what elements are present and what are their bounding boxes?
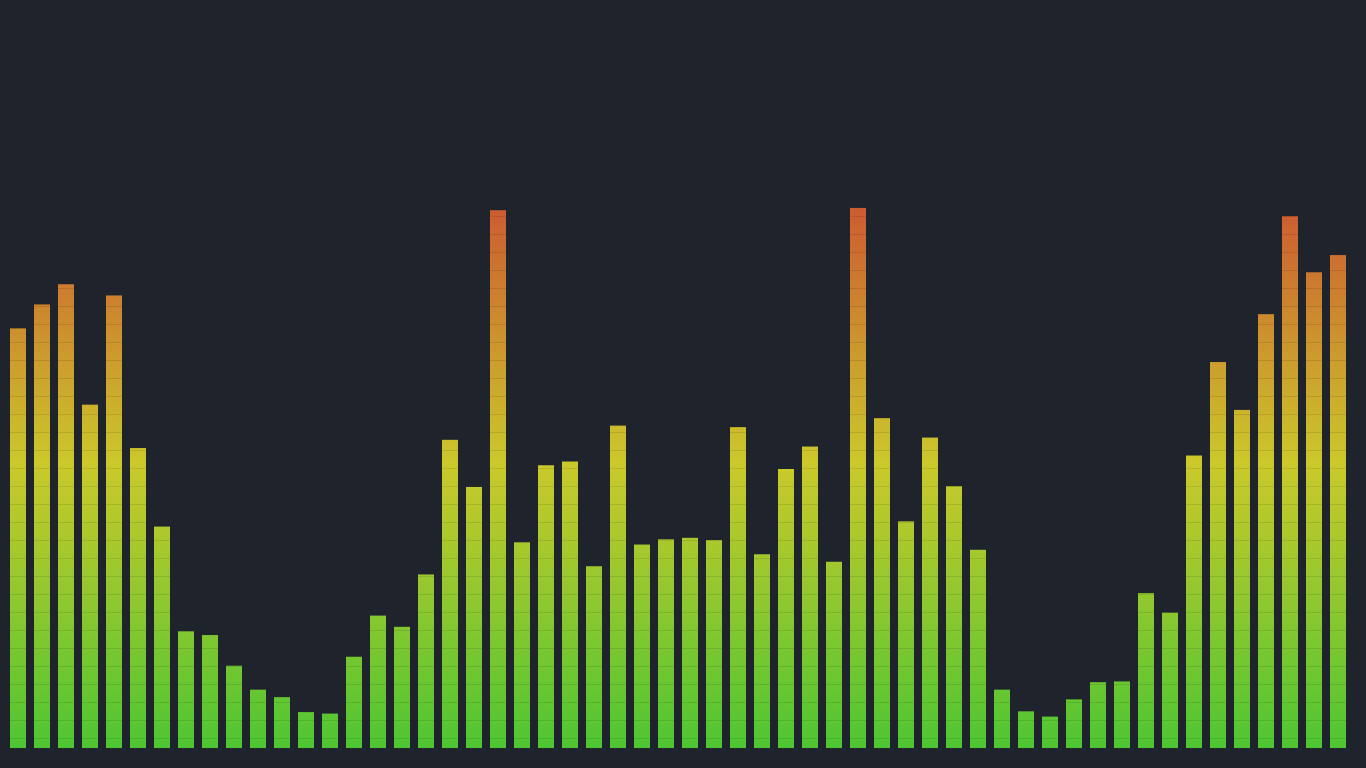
- spectrum-bar-segments-4: [82, 404, 98, 748]
- spectrum-bar-segments-52: [1234, 409, 1250, 748]
- spectrum-bar-segments-3: [58, 284, 74, 748]
- spectrum-bar-segments-14: [322, 713, 338, 748]
- spectrum-bar-segments-20: [466, 486, 482, 748]
- spectrum-bar-segments-47: [1114, 681, 1130, 748]
- spectrum-bar-segments-35: [826, 561, 842, 748]
- spectrum-bar-segments-30: [706, 540, 722, 748]
- spectrum-bar-segments-9: [202, 635, 218, 748]
- spectrum-bar-segments-11: [250, 689, 266, 748]
- spectrum-bar-segments-23: [538, 465, 554, 748]
- spectrum-bar-segments-53: [1258, 314, 1274, 748]
- spectrum-bar-segments-5: [106, 295, 122, 748]
- spectrum-bar-segments-36: [850, 207, 866, 749]
- spectrum-bar-segments-38: [898, 521, 914, 748]
- spectrum-bar-segments-18: [418, 574, 434, 748]
- spectrum-bar-segments-12: [274, 697, 290, 748]
- spectrum-bar-segments-41: [970, 549, 986, 748]
- spectrum-bar-segments-21: [490, 210, 506, 749]
- spectrum-bar-segments-24: [562, 461, 578, 748]
- spectrum-bar-segments-33: [778, 468, 794, 748]
- spectrum-bar-segments-26: [610, 425, 626, 748]
- spectrum-bar-segments-37: [874, 418, 890, 748]
- spectrum-bar-segments-44: [1042, 716, 1058, 748]
- spectrum-bar-segments-27: [634, 544, 650, 748]
- spectrum-bar-segments-6: [130, 448, 146, 748]
- spectrum-bar-segments-15: [346, 656, 362, 748]
- spectrum-bar-segments-54: [1282, 216, 1298, 748]
- spectrum-bar-segments-2: [34, 304, 50, 748]
- spectrum-bar-segments-7: [154, 526, 170, 748]
- spectrum-bar-segments-25: [586, 566, 602, 748]
- spectrum-bar-segments-45: [1066, 699, 1082, 748]
- spectrum-bar-segments-17: [394, 626, 410, 748]
- spectrum-bar-segments-8: [178, 631, 194, 748]
- spectrum-bar-segments-50: [1186, 455, 1202, 748]
- spectrum-bar-segments-31: [730, 427, 746, 748]
- spectrum-bar-segments-46: [1090, 682, 1106, 748]
- spectrum-bar-segments-55: [1306, 272, 1322, 748]
- spectrum-bar-segments-16: [370, 615, 386, 748]
- spectrum-bar-segments-19: [442, 439, 458, 748]
- spectrum-bar-segments-1: [10, 328, 26, 748]
- spectrum-bar-segments-49: [1162, 612, 1178, 748]
- spectrum-bars: [10, 207, 1346, 749]
- spectrum-bar-segments-39: [922, 437, 938, 748]
- spectrum-bar-segments-10: [226, 665, 242, 748]
- spectrum-bar-segments-13: [298, 712, 314, 748]
- spectrum-bar-segments-28: [658, 539, 674, 748]
- spectrum-bar-segments-34: [802, 446, 818, 748]
- spectrum-bar-segments-48: [1138, 593, 1154, 748]
- spectrum-bar-segments-51: [1210, 362, 1226, 748]
- spectrum-bar-segments-22: [514, 542, 530, 748]
- spectrum-bar-segments-56: [1330, 255, 1346, 748]
- spectrum-bar-segments-40: [946, 486, 962, 748]
- spectrum-bar-segments-42: [994, 689, 1010, 748]
- spectrum-bar-segments-29: [682, 537, 698, 748]
- spectrum-bar-segments-43: [1018, 711, 1034, 748]
- spectrum-bar-segments-32: [754, 554, 770, 748]
